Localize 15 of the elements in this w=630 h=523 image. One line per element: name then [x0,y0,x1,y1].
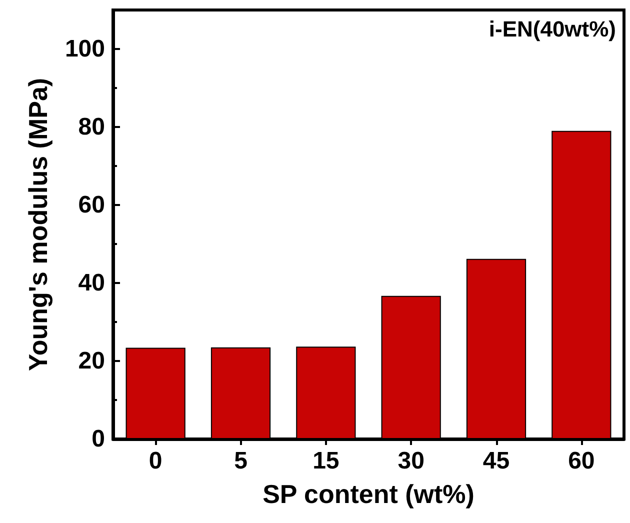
y-tick-label: 0 [92,426,105,452]
y-tick-label: 100 [64,36,105,62]
x-tick-label: 15 [312,448,340,474]
x-tick-label: 0 [148,448,162,474]
x-axis-title: SP content (wt%) [262,479,474,509]
y-tick-label: 80 [78,114,105,140]
annotation: i-EN(40wt%) [488,16,616,42]
y-tick-label: 20 [78,348,105,374]
x-tick-label: 45 [482,448,510,474]
y-tick-label: 40 [78,270,105,296]
y-axis-title: Young's modulus (MPa) [23,78,53,372]
x-tick-label: 30 [398,448,424,474]
x-tick-label: 60 [568,448,595,474]
y-tick-label: 60 [78,192,105,218]
x-tick-label: 5 [234,448,248,474]
